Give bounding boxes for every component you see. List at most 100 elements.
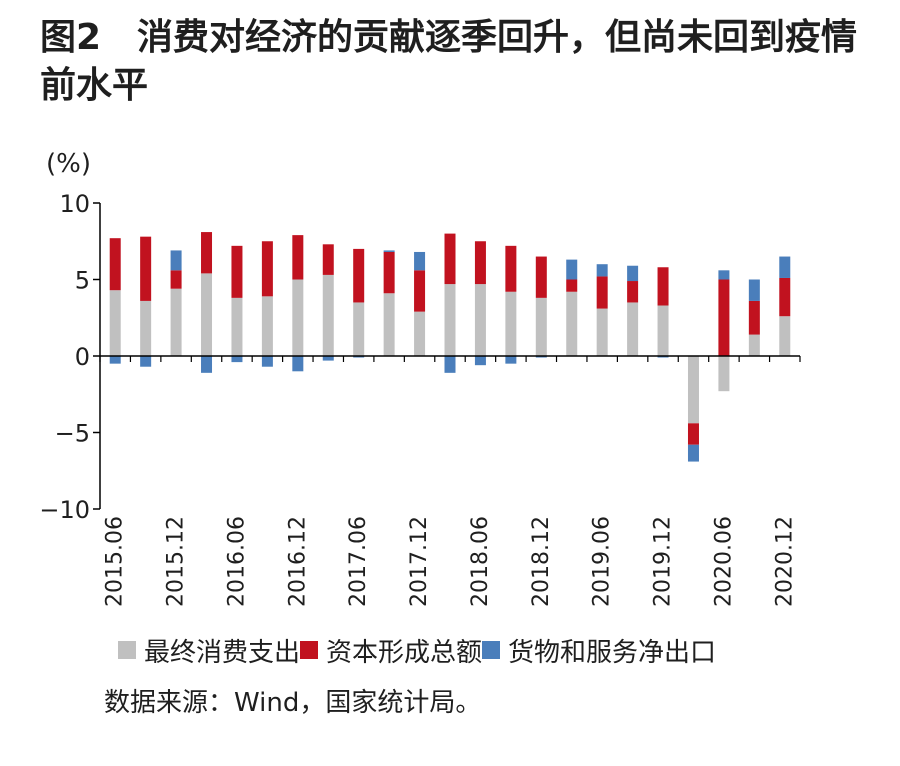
bar-net_exports-2019.12 — [657, 356, 669, 358]
bar-capital-2017.03 — [322, 244, 334, 275]
x-tick-label-2017.12: 2017.12 — [407, 516, 432, 607]
bar-net_exports-2020.09 — [748, 279, 760, 301]
bar-consumption-2015.12 — [170, 288, 182, 356]
bar-consumption-2019.09 — [627, 302, 639, 356]
bar-consumption-2016.12 — [292, 279, 304, 356]
legend-label-capital: 资本形成总额 — [326, 637, 483, 668]
bar-consumption-2020.09 — [748, 334, 760, 356]
bar-capital-2016.03 — [201, 232, 213, 274]
bar-net_exports-2018.09 — [505, 356, 517, 364]
bar-capital-2016.06 — [231, 245, 243, 298]
x-tick-label-2020.12: 2020.12 — [772, 516, 797, 607]
bar-consumption-2020.03 — [687, 356, 699, 424]
bar-capital-2019.03 — [566, 279, 578, 292]
bar-net_exports-2018.03 — [444, 356, 456, 373]
bar-capital-2019.09 — [627, 281, 639, 303]
chart-title: 图2 消费对经济的贡献逐季回升，但尚未回到疫情前水平 — [40, 17, 858, 106]
bar-consumption-2018.06 — [474, 284, 486, 356]
x-tick-label-2018.06: 2018.06 — [468, 516, 493, 607]
bar-consumption-2017.03 — [322, 274, 334, 356]
bar-net_exports-2016.09 — [261, 356, 273, 367]
bar-net_exports-2018.12 — [535, 356, 547, 358]
bar-consumption-2017.09 — [383, 293, 395, 356]
bar-consumption-2016.09 — [261, 296, 273, 356]
legend-item-consumption: 最终消费支出 — [118, 632, 300, 669]
bar-capital-2019.06 — [596, 276, 608, 309]
bar-net_exports-2020.03 — [687, 444, 699, 462]
bar-capital-2017.06 — [353, 248, 365, 303]
y-tick-label-4: −10 — [39, 496, 90, 524]
bar-consumption-2016.06 — [231, 297, 243, 356]
bar-net_exports-2016.12 — [292, 356, 304, 372]
x-tick-label-2019.06: 2019.06 — [590, 516, 615, 607]
x-tick-label-2017.06: 2017.06 — [346, 516, 371, 607]
bar-capital-2016.09 — [261, 241, 273, 297]
bar-capital-2020.06 — [718, 279, 730, 356]
bar-capital-2020.03 — [687, 423, 699, 445]
x-tick-label-2018.12: 2018.12 — [529, 516, 554, 607]
bar-net_exports-2017.12 — [414, 251, 426, 271]
bar-capital-2020.09 — [748, 300, 760, 335]
legend-swatch-consumption — [118, 641, 136, 659]
bar-net_exports-2015.12 — [170, 250, 182, 271]
bar-consumption-2017.06 — [353, 302, 365, 356]
y-tick-label-3: −5 — [55, 420, 90, 448]
bar-net_exports-2017.03 — [322, 356, 334, 361]
bar-net_exports-2017.06 — [353, 356, 365, 358]
bar-consumption-2018.03 — [444, 284, 456, 356]
bar-net_exports-2017.09 — [383, 250, 395, 252]
bar-capital-2015.12 — [170, 270, 182, 289]
bar-capital-2016.12 — [292, 235, 304, 280]
y-tick-label-1: 5 — [75, 267, 90, 295]
x-tick-label-2015.12: 2015.12 — [164, 516, 189, 607]
bar-capital-2017.12 — [414, 270, 426, 312]
bar-capital-2018.12 — [535, 256, 547, 298]
y-tick-label-0: 10 — [59, 190, 90, 218]
legend-item-capital: 资本形成总额 — [300, 632, 482, 669]
bar-consumption-2019.06 — [596, 308, 608, 356]
bar-capital-2015.09 — [140, 236, 152, 301]
bar-net_exports-2019.03 — [566, 259, 578, 280]
bar-consumption-2015.06 — [109, 290, 121, 356]
bar-consumption-2020.12 — [779, 316, 791, 356]
bar-consumption-2018.09 — [505, 291, 517, 356]
x-tick-label-2019.12: 2019.12 — [651, 516, 676, 607]
bar-net_exports-2015.09 — [140, 356, 152, 367]
bar-capital-2020.12 — [779, 277, 791, 317]
bar-net_exports-2019.06 — [596, 264, 608, 277]
x-tick-label-2016.12: 2016.12 — [285, 516, 310, 607]
bar-consumption-2020.06 — [718, 356, 730, 392]
bar-consumption-2015.09 — [140, 300, 152, 356]
y-tick-label-2: 0 — [75, 343, 90, 371]
bar-net_exports-2016.06 — [231, 356, 243, 363]
bar-consumption-2019.12 — [657, 305, 669, 356]
bar-consumption-2016.03 — [201, 273, 213, 356]
bar-capital-2015.06 — [109, 238, 121, 291]
bar-net_exports-2015.06 — [109, 356, 121, 364]
x-tick-label-2020.06: 2020.06 — [711, 516, 736, 607]
x-tick-label-2016.06: 2016.06 — [224, 516, 249, 607]
bar-capital-2018.09 — [505, 245, 517, 292]
bar-net_exports-2020.12 — [779, 256, 791, 278]
data-source-note: 数据来源：Wind，国家统计局。 — [104, 688, 482, 718]
x-tick-label-2015.06: 2015.06 — [103, 516, 128, 607]
bar-consumption-2017.12 — [414, 311, 426, 356]
bar-net_exports-2019.09 — [627, 265, 639, 282]
bar-capital-2018.06 — [474, 241, 486, 285]
legend-label-consumption: 最终消费支出 — [144, 637, 301, 668]
legend-item-net-exports: 货物和服务净出口 — [482, 632, 716, 669]
bar-consumption-2018.12 — [535, 297, 547, 356]
chart-legend: 最终消费支出 资本形成总额 货物和服务净出口 — [118, 630, 716, 670]
bar-consumption-2019.03 — [566, 291, 578, 356]
legend-swatch-net-exports — [482, 641, 501, 659]
legend-swatch-capital — [300, 641, 319, 659]
legend-label-net-exports: 货物和服务净出口 — [508, 637, 717, 668]
bar-net_exports-2018.06 — [474, 356, 486, 366]
bar-capital-2019.12 — [657, 267, 669, 306]
bar-net_exports-2016.03 — [201, 356, 213, 373]
bar-capital-2018.03 — [444, 233, 456, 285]
y-unit-label: (%) — [46, 149, 91, 179]
bar-net_exports-2020.06 — [718, 270, 730, 280]
bar-capital-2017.09 — [383, 251, 395, 294]
